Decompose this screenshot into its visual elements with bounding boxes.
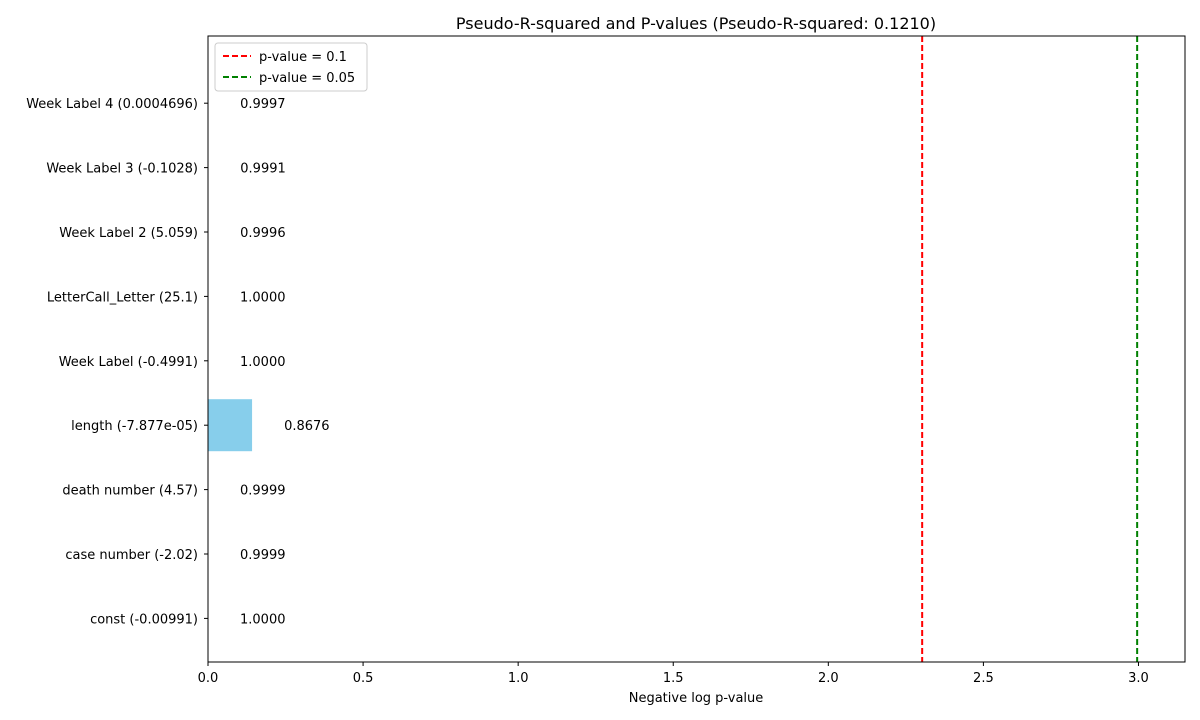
y-tick-label: Week Label (-0.4991) — [59, 355, 198, 370]
legend-entry: p-value = 0.05 — [259, 71, 355, 86]
legend-box — [214, 42, 368, 92]
x-axis-label: Negative log p-value — [629, 691, 764, 706]
data-label: 0.9996 — [240, 226, 286, 241]
legend-entry: p-value = 0.1 — [259, 50, 347, 65]
plot-frame — [207, 35, 1186, 663]
y-tick-label: case number (-2.02) — [65, 548, 198, 563]
x-tick-label: 1.0 — [508, 671, 529, 686]
data-label: 1.0000 — [240, 355, 286, 370]
data-labels-layer: 1.0000 0.9999 0.9999 0.8676 1.0000 1.0000 0.99… — [240, 97, 330, 627]
data-label: 0.9999 — [240, 484, 285, 499]
chart-title: Pseudo-R-squared and P-values (Pseudo-R-… — [456, 14, 936, 33]
reference-lines-layer — [921, 36, 1139, 662]
bar — [208, 399, 253, 452]
legend: p-value = 0.1 p-value = 0.05 — [214, 42, 368, 92]
data-label: 1.0000 — [240, 612, 286, 627]
x-tick-label: 0.5 — [353, 671, 374, 686]
data-label: 0.8676 — [284, 419, 330, 434]
x-tick-label: 2.5 — [973, 671, 994, 686]
data-label: 0.9999 — [240, 548, 285, 563]
y-tick-label: Week Label 2 (5.059) — [59, 226, 198, 241]
y-tick-label: Week Label 4 (0.0004696) — [26, 97, 198, 112]
bars-layer — [208, 77, 253, 580]
x-tick-label: 2.0 — [818, 671, 839, 686]
y-tick-label: death number (4.57) — [62, 484, 198, 499]
data-label: 1.0000 — [240, 290, 286, 305]
y-tick-label: Week Label 3 (-0.1028) — [46, 162, 198, 177]
data-label: 0.9997 — [240, 97, 286, 112]
x-tick-label: 0.0 — [198, 671, 219, 686]
y-tick-label: const (-0.00991) — [90, 612, 198, 627]
x-tick-label: 3.0 — [1128, 671, 1149, 686]
x-tick-label: 1.5 — [663, 671, 684, 686]
y-tick-label: length (-7.877e-05) — [71, 419, 198, 434]
y-tick-label: LetterCall_Letter (25.1) — [47, 290, 198, 305]
axes-layer: const (-0.00991) case number (-2.02) death… — [26, 35, 1186, 686]
data-label: 0.9991 — [240, 162, 286, 177]
